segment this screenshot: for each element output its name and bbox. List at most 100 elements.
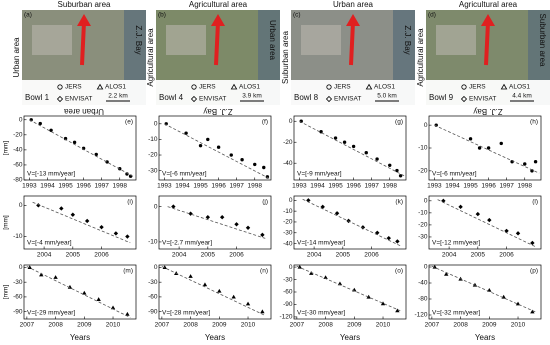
map-letter: (d): [428, 12, 436, 19]
data-point: [234, 222, 239, 227]
map-scale: 3.9 km: [242, 93, 262, 100]
legend-label: ENVISAT: [469, 96, 496, 103]
data-point: [253, 162, 257, 167]
plot-area: [434, 123, 540, 174]
plot-area: [431, 265, 536, 314]
panel-letter: (k): [395, 199, 403, 206]
legend-label: ALOS1: [509, 84, 530, 91]
map-bottom-label: Z.J. Bay: [473, 107, 502, 116]
x-tick-label: 1998: [383, 183, 398, 190]
data-point: [395, 239, 400, 244]
panel-letter: (l): [532, 199, 538, 206]
velocity-annotation: V=[-2.7 mm/year]: [162, 240, 212, 247]
x-axis-label: Years: [70, 333, 90, 342]
x-tick-label: 1996: [346, 183, 361, 190]
data-point: [84, 218, 90, 224]
x-tick-label: 2006: [94, 252, 109, 259]
legend-symbol: [230, 83, 238, 90]
y-tick-label: -30: [283, 276, 293, 283]
map-bottom-label: Z.J. Bay: [203, 107, 232, 116]
y-tick-label: 0: [19, 264, 23, 271]
panel-letter: (p): [530, 268, 538, 275]
data-point: [70, 212, 76, 217]
map-letter: (c): [293, 12, 301, 19]
data-point: [245, 225, 251, 230]
trend-line: [431, 265, 536, 313]
legend-label: ENVISAT: [65, 96, 92, 103]
legend-label: JERS: [469, 84, 486, 91]
data-point: [125, 234, 130, 239]
y-tick-label: -30: [418, 234, 428, 241]
plot-frame: [23, 115, 137, 181]
x-tick-label: 2009: [347, 322, 362, 329]
x-tick-label: 2008: [453, 322, 468, 329]
data-point: [386, 235, 391, 241]
x-tick-label: 1997: [499, 183, 514, 190]
map-bottom-label: Urban area: [63, 107, 104, 116]
x-tick-label: 2010: [106, 322, 121, 329]
plot-frame: [158, 115, 272, 181]
trend-line: [434, 124, 540, 174]
y-tick-label: -10: [13, 233, 23, 240]
data-point: [113, 231, 119, 236]
panel-letter: (e): [125, 119, 133, 126]
x-tick-label: 2008: [183, 322, 198, 329]
data-point: [515, 231, 521, 236]
plot-frame: [293, 195, 407, 250]
map-block: [301, 25, 341, 55]
map-bowl: Bowl 8: [294, 93, 319, 102]
data-point: [398, 174, 403, 178]
x-tick-label: 2007: [20, 322, 35, 329]
data-point: [240, 158, 244, 162]
velocity-annotation: V=[-4 mm/year]: [27, 240, 72, 247]
y-tick-label: -60: [148, 294, 158, 301]
plot-area: [437, 198, 536, 247]
x-tick-label: 2004: [307, 252, 322, 259]
y-axis-label: [mm]: [3, 215, 10, 230]
y-axis-label: [mm]: [3, 141, 10, 156]
data-point: [229, 153, 233, 157]
data-point: [184, 131, 188, 135]
legend-symbol: [57, 84, 63, 90]
data-point: [477, 146, 482, 150]
data-point: [171, 204, 176, 209]
trend-line: [32, 201, 131, 244]
y-tick-label: -60: [13, 162, 23, 169]
data-point: [533, 160, 538, 164]
x-tick-label: 2009: [482, 322, 497, 329]
data-point: [217, 288, 222, 293]
data-point: [245, 301, 251, 306]
x-tick-label: 1993: [427, 183, 442, 190]
y-tick-label: -90: [148, 308, 158, 315]
data-point: [96, 297, 101, 301]
map-block: [32, 25, 72, 55]
x-tick-label: 2007: [425, 322, 440, 329]
velocity-annotation: V=[-28 mm/year]: [162, 310, 210, 317]
map-scale: 5.0 km: [377, 93, 397, 100]
data-point: [375, 157, 379, 161]
data-point: [162, 265, 167, 270]
plot-area: [167, 204, 266, 239]
legend-label: ALOS1: [374, 84, 395, 91]
x-axis-label: Years: [205, 333, 225, 342]
data-point: [59, 206, 64, 211]
legend-symbol: [326, 84, 332, 90]
data-point: [27, 265, 32, 270]
y-tick-label: 0: [424, 264, 428, 271]
x-tick-label: 1993: [292, 183, 307, 190]
map-letter: (a): [24, 12, 32, 19]
y-tick-label: -120: [279, 314, 292, 321]
x-tick-label: 1998: [518, 183, 533, 190]
legend-label: ENVISAT: [334, 96, 361, 103]
x-tick-label: 2006: [229, 252, 244, 259]
x-tick-label: 2004: [172, 252, 187, 259]
x-tick-label: 2007: [155, 322, 170, 329]
x-tick-label: 1995: [328, 183, 343, 190]
y-tick-label: -20: [418, 168, 428, 175]
data-point: [99, 224, 104, 230]
trend-line: [26, 266, 131, 318]
map-left-label: Agricultural area: [146, 28, 155, 87]
plot-area: [26, 265, 131, 318]
data-point: [125, 311, 130, 316]
velocity-annotation: V=[-6 mm/year]: [162, 171, 207, 178]
